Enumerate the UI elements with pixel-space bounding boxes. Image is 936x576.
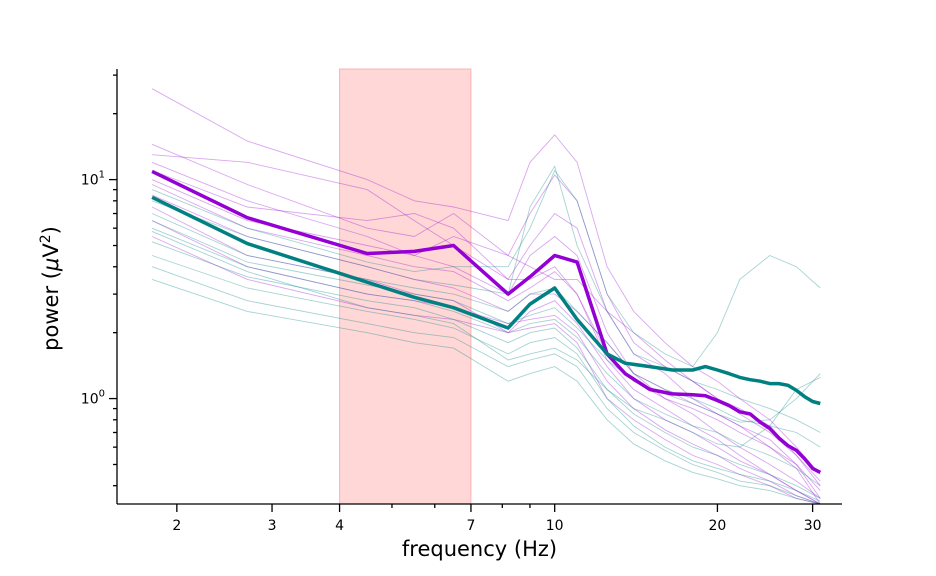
purple-subject-line-9 (151, 206, 821, 504)
teal-mean-line (151, 195, 821, 406)
x-axis-label: frequency (Hz) (402, 537, 557, 561)
x-tick-label: 20 (709, 518, 727, 534)
purple-subject-line-7 (151, 184, 821, 504)
y-tick-label-exponent: 0 (99, 389, 105, 400)
teal-subject-line-13 (151, 165, 821, 433)
purple-mean-line (151, 169, 822, 474)
teal-subject-line-21 (151, 230, 821, 448)
purple-subject-line-1 (151, 88, 821, 475)
y-tick-label: 100 (81, 389, 105, 408)
y-axis-label-close: ) (39, 226, 63, 234)
mean-lines (151, 169, 822, 474)
teal-subject-line-17 (151, 241, 821, 499)
x-tick-label: 30 (804, 518, 822, 534)
teal-subject-line-12 (151, 169, 821, 368)
purple-subject-line-10 (151, 220, 821, 504)
purple-subject-line-11 (151, 236, 821, 504)
teal-subject-line-19 (151, 266, 821, 504)
teal-subject-line-20 (151, 278, 821, 504)
purple-subject-line-5 (151, 170, 821, 504)
frequency-band-highlight (339, 68, 472, 505)
y-axis-label-exponent: 2 (38, 234, 54, 243)
teal-subject-line-16 (151, 227, 821, 487)
y-tick-label-base: 10 (81, 392, 99, 408)
x-tick-label: 10 (546, 518, 564, 534)
x-tick-label: 4 (335, 518, 344, 534)
y-axis-label-mu: μ (39, 258, 63, 272)
y-tick-label-base: 10 (81, 173, 99, 189)
y-axis-label: power (μV2) (38, 226, 63, 351)
teal-subject-line-14 (151, 213, 821, 448)
teal-subject-line-15 (151, 220, 821, 423)
x-tick-label: 7 (466, 518, 475, 534)
purple-subject-line-8 (151, 194, 821, 499)
x-tick-label: 3 (268, 518, 277, 534)
x-tick-label: 2 (172, 518, 181, 534)
purple-subject-line-6 (151, 179, 821, 482)
y-axis-label-unit: V (39, 243, 63, 258)
teal-subject-line-18 (151, 255, 821, 502)
y-tick-label-exponent: 1 (99, 170, 105, 181)
y-tick-label: 101 (81, 170, 105, 189)
subject-lines (151, 88, 821, 504)
x-ticks: 2 3 4 7 10 20 30 (172, 504, 822, 534)
purple-subject-line-3 (152, 154, 821, 491)
y-axis-label-text: power ( (39, 271, 63, 351)
